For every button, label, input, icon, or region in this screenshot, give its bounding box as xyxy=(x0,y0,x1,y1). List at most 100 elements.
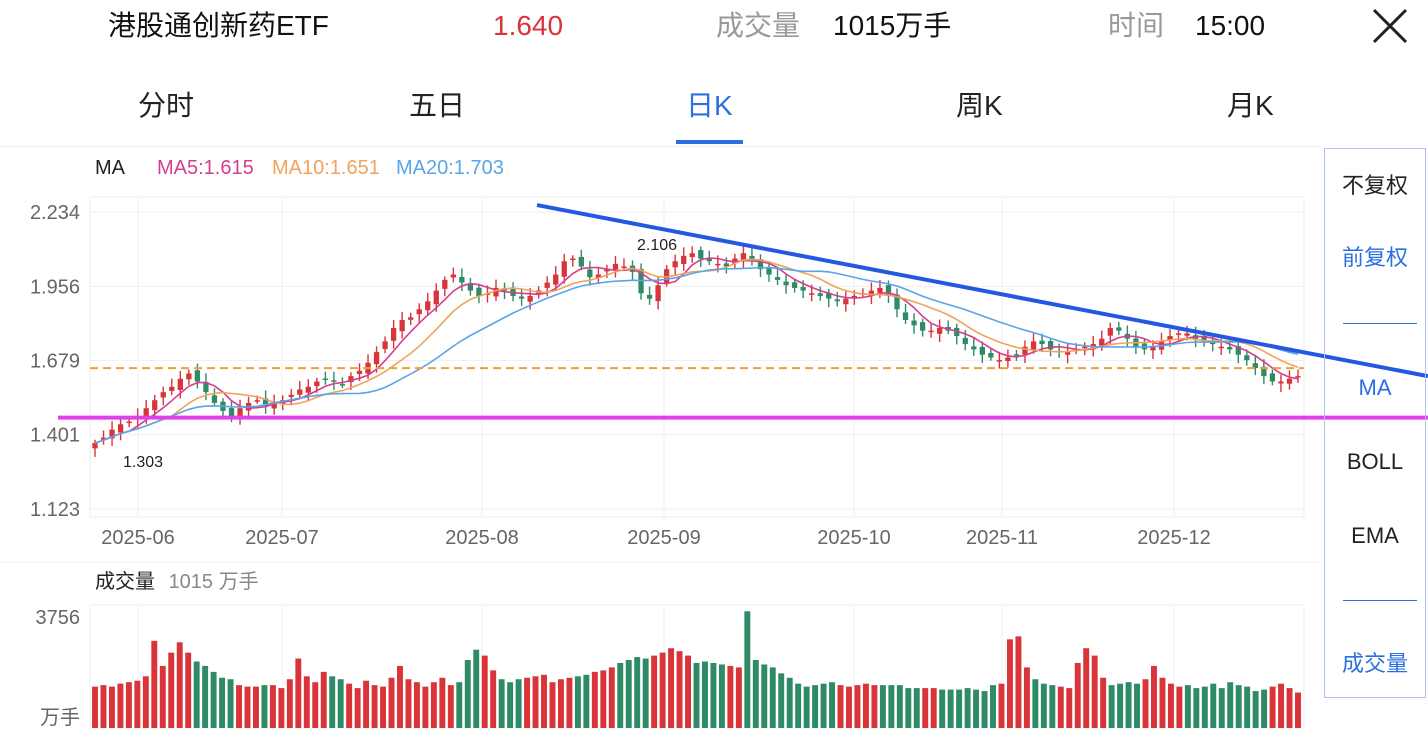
candle-body xyxy=(851,295,857,298)
volume-bar xyxy=(354,688,361,728)
side-item-no-adjust[interactable]: 不复权 xyxy=(1341,173,1408,198)
candle-body xyxy=(570,258,576,261)
candle-body xyxy=(203,381,209,393)
volume-bar xyxy=(685,655,691,728)
candle-body xyxy=(408,317,414,320)
volume-bar xyxy=(515,679,522,728)
candle-body xyxy=(100,437,107,440)
candle-body xyxy=(834,299,840,302)
y-tick-label: 1.956 xyxy=(30,276,80,298)
candle-body xyxy=(783,281,789,286)
volume-bar xyxy=(871,685,878,728)
volume-bar xyxy=(312,682,319,728)
candle-body xyxy=(766,266,772,275)
volume-bar xyxy=(363,680,370,728)
candle-body xyxy=(672,261,678,268)
volume-bar xyxy=(1210,683,1217,728)
volume-bar xyxy=(405,679,412,728)
candle-body xyxy=(305,386,311,393)
volume-bar xyxy=(329,676,336,728)
tab-intraday[interactable]: 分时 xyxy=(138,90,195,121)
tab-five-day[interactable]: 五日 xyxy=(409,90,466,121)
volume-bar xyxy=(320,671,327,728)
volume-bar xyxy=(1032,679,1039,728)
candle-body xyxy=(1269,373,1276,382)
volume-bar xyxy=(600,670,607,728)
volume-bar xyxy=(1193,688,1200,728)
x-tick-label: 2025-08 xyxy=(445,527,518,549)
volume-bar xyxy=(481,655,488,728)
candle-body xyxy=(1286,378,1293,384)
candle-body xyxy=(92,442,98,449)
candle-body xyxy=(459,276,465,283)
high-price-annotation: 2.106 xyxy=(637,237,677,254)
candle-body xyxy=(800,287,806,291)
volume-bar xyxy=(702,661,708,728)
price-plot-frame xyxy=(89,196,1305,518)
candle-body xyxy=(791,282,798,288)
last-price: 1.640 xyxy=(493,10,564,41)
side-item-volume[interactable]: 成交量 xyxy=(1341,651,1408,676)
volume-bar xyxy=(1295,692,1301,728)
candle-body xyxy=(126,421,132,424)
volume-bar xyxy=(1159,677,1166,728)
volume-bar xyxy=(210,671,217,728)
candle-body xyxy=(160,392,166,398)
volume-bar xyxy=(574,676,581,728)
volume-bar xyxy=(668,648,675,728)
candle-body xyxy=(544,282,550,288)
candle-body xyxy=(1261,366,1267,377)
side-item-boll[interactable]: BOLL xyxy=(1346,449,1404,474)
close-icon xyxy=(1372,8,1408,44)
candle-body xyxy=(1082,346,1088,349)
candle-body xyxy=(757,259,764,270)
side-item-ma[interactable]: MA xyxy=(1358,375,1392,400)
volume-bar xyxy=(185,652,192,728)
volume-bar xyxy=(1049,685,1056,728)
candle-body xyxy=(877,287,883,293)
divider xyxy=(0,146,1320,147)
candle-body xyxy=(706,258,712,262)
candle-body xyxy=(646,294,653,299)
candle-body xyxy=(1064,352,1071,355)
volume-bar xyxy=(752,660,759,728)
volume-bar xyxy=(346,683,353,728)
candle-body xyxy=(578,257,584,267)
volume-bar xyxy=(261,685,268,728)
volume-bar xyxy=(422,686,429,728)
volume-bar xyxy=(236,685,242,728)
side-item-ema[interactable]: EMA xyxy=(1351,523,1399,548)
candle-body xyxy=(971,346,977,350)
y-tick-label: 2.234 xyxy=(30,202,80,224)
volume-bar xyxy=(778,673,785,728)
candle-body xyxy=(493,287,499,297)
volume-bar xyxy=(1023,667,1030,728)
candle-body xyxy=(1184,333,1190,336)
candle-body xyxy=(561,261,567,277)
volume-bar xyxy=(295,658,302,728)
volume-bar xyxy=(168,652,175,728)
candle-body xyxy=(663,269,670,283)
volume-bar xyxy=(1278,683,1285,728)
side-item-forward-adjust[interactable]: 前复权 xyxy=(1341,245,1408,270)
side-separator xyxy=(1343,600,1417,601)
volume-section-title: 成交量 1015 万手 xyxy=(95,568,259,596)
tab-daily-k[interactable]: 日K xyxy=(686,90,733,121)
candle-body xyxy=(1107,328,1113,336)
candle-body xyxy=(919,322,926,331)
volume-axis-unit-label: 万手 xyxy=(40,706,80,729)
close-button[interactable] xyxy=(1368,4,1412,48)
volume-bar xyxy=(973,689,980,728)
x-tick-label: 2025-06 xyxy=(101,527,174,549)
tab-monthly-k[interactable]: 月K xyxy=(1227,90,1274,121)
volume-bar xyxy=(1040,683,1047,728)
candle-body xyxy=(689,253,695,258)
ma5-line xyxy=(94,257,1299,444)
indicator-side-panel: 不复权 前复权 MA BOLL EMA 成交量 xyxy=(1324,148,1426,698)
volume-bar xyxy=(252,686,259,728)
volume-bar xyxy=(430,682,437,728)
candle-body xyxy=(297,389,303,395)
volume-bar xyxy=(286,679,293,728)
tab-weekly-k[interactable]: 周K xyxy=(956,90,1003,121)
